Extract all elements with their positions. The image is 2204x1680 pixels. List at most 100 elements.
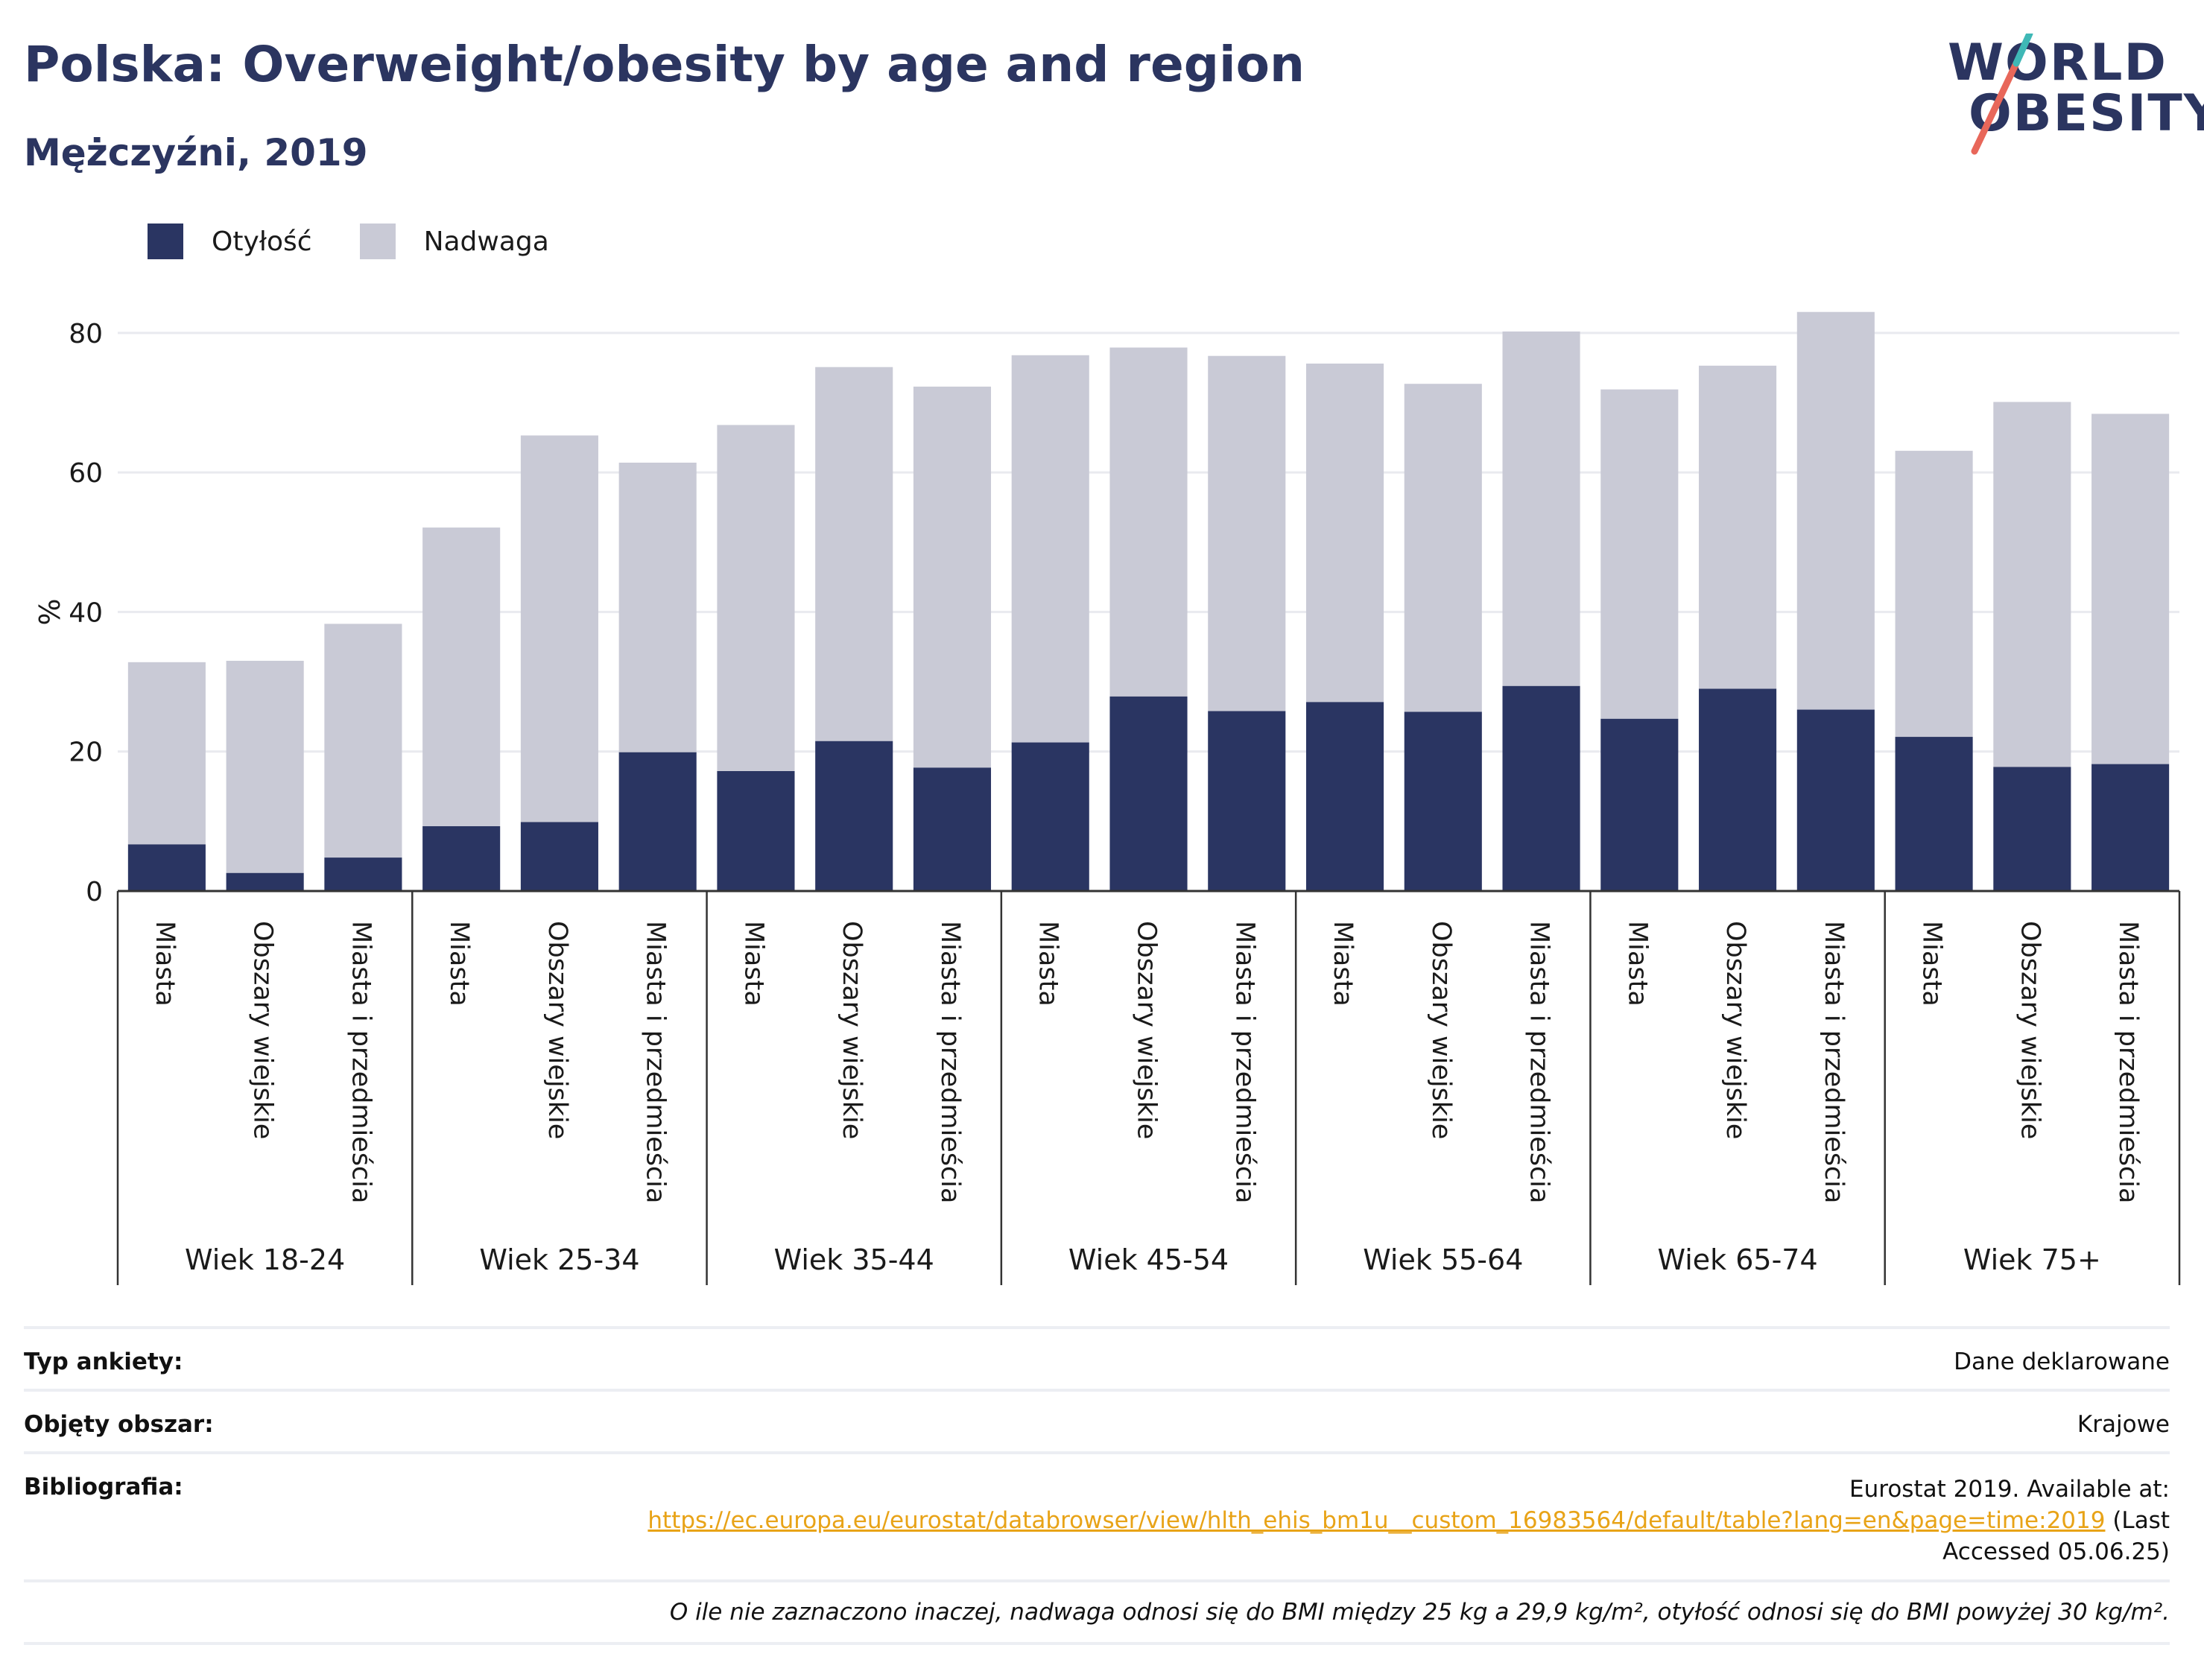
bar-overweight xyxy=(1796,311,1875,710)
bar-obesity xyxy=(1404,711,1482,891)
x-group-label: Wiek 18-24 xyxy=(185,1243,345,1276)
bar-overweight xyxy=(1011,355,1089,743)
bar-obesity xyxy=(618,752,697,891)
bar-overweight xyxy=(226,660,304,873)
logo-line-1: WORLD xyxy=(1948,34,2167,92)
bibliography-line-3: Accessed 05.06.25) xyxy=(1942,1538,2170,1565)
bibliography-value: Eurostat 2019. Available at: https://ec.… xyxy=(647,1454,2170,1579)
bar-overweight xyxy=(324,624,402,858)
legend-label-obesity: Otyłość xyxy=(212,226,312,257)
survey-type-value: Dane deklarowane xyxy=(1954,1348,2170,1375)
bar-obesity xyxy=(1502,685,1580,891)
bar-obesity xyxy=(127,844,206,891)
bar-overweight xyxy=(1699,365,1777,689)
bar-obesity xyxy=(1796,709,1875,891)
legend-swatch-overweight xyxy=(359,224,396,259)
x-category-label: Miasta i przedmieścia xyxy=(346,921,376,1203)
bar-overweight xyxy=(520,435,598,822)
x-category-label: Miasta xyxy=(1622,921,1652,1007)
bar-obesity xyxy=(1699,688,1777,891)
bibliography-link[interactable]: https://ec.europa.eu/eurostat/databrowse… xyxy=(647,1507,2106,1534)
logo-slash-icon xyxy=(1971,34,2033,155)
x-category-label: Obszary wiejskie xyxy=(542,921,572,1139)
legend-swatch-obesity xyxy=(148,224,183,259)
bar-overweight xyxy=(913,386,992,768)
bar-obesity xyxy=(717,770,795,891)
x-category-label: Miasta i przedmieścia xyxy=(1229,921,1259,1203)
chart-legend: Otyłość Nadwaga xyxy=(148,224,597,259)
bar-obesity xyxy=(913,767,992,891)
x-category-label: Obszary wiejskie xyxy=(2015,921,2045,1139)
info-row-bibliography: Bibliografia: Eurostat 2019. Available a… xyxy=(24,1451,2170,1579)
bar-obesity xyxy=(226,872,304,891)
x-group-label: Wiek 25-34 xyxy=(479,1243,639,1276)
bar-obesity xyxy=(1109,696,1188,891)
y-tick-label: 80 xyxy=(69,319,103,349)
info-table: Typ ankiety: Dane deklarowane Objęty obs… xyxy=(24,1326,2170,1645)
bar-obesity xyxy=(422,825,501,891)
logo-line-2: OBESITY xyxy=(1969,84,2204,143)
info-row-coverage: Objęty obszar: Krajowe xyxy=(24,1389,2170,1451)
bar-obesity xyxy=(520,822,598,891)
bibliography-line-2: https://ec.europa.eu/eurostat/databrowse… xyxy=(647,1505,2170,1536)
bar-overweight xyxy=(815,367,893,741)
x-category-label: Miasta xyxy=(150,921,180,1007)
x-category-label: Miasta i przedmieścia xyxy=(1819,921,1849,1203)
bar-overweight xyxy=(1600,389,1679,719)
bibliography-label: Bibliografia: xyxy=(24,1474,183,1500)
bar-obesity xyxy=(1895,737,1973,891)
legend-item-overweight: Nadwaga xyxy=(359,224,549,259)
x-category-label: Miasta i przedmieścia xyxy=(935,921,965,1203)
stacked-bar-chart: 0 20 40 60 80% Miasta Obszary wiejskie Miasta i… xyxy=(34,311,2181,1285)
y-tick-label: 60 xyxy=(69,458,103,489)
info-row-survey-type: Typ ankiety: Dane deklarowane xyxy=(24,1326,2170,1389)
page-subtitle: Mężczyźni, 2019 xyxy=(24,131,368,174)
bar-overweight xyxy=(618,463,697,752)
bar-overweight xyxy=(1895,451,1973,738)
bibliography-line-1: Eurostat 2019. Available at: xyxy=(1849,1476,2170,1503)
bibliography-after-link: (Last xyxy=(2105,1507,2170,1534)
bar-overweight xyxy=(2091,413,2170,764)
x-category-label: Obszary wiejskie xyxy=(1720,921,1750,1139)
bar-overweight xyxy=(1502,331,1580,686)
legend-label-overweight: Nadwaga xyxy=(423,226,549,257)
y-tick-label: 40 xyxy=(69,597,103,628)
x-category-label: Miasta xyxy=(1917,921,1947,1007)
x-category-label: Miasta xyxy=(1033,921,1063,1007)
x-category-label: Miasta i przedmieścia xyxy=(2113,921,2143,1203)
coverage-label: Objęty obszar: xyxy=(24,1411,214,1438)
bar-obesity xyxy=(1993,767,2071,891)
x-category-label: Obszary wiejskie xyxy=(837,921,867,1139)
x-group-label: Wiek 75+ xyxy=(1963,1243,2101,1276)
page-title: Polska: Overweight/obesity by age and re… xyxy=(24,36,1305,93)
bar-obesity xyxy=(1305,702,1384,891)
bar-obesity xyxy=(2091,764,2170,891)
bar-obesity xyxy=(1600,718,1679,891)
x-category-label: Miasta xyxy=(444,921,474,1007)
bar-overweight xyxy=(1109,347,1188,697)
x-category-label: Miasta xyxy=(1328,921,1358,1007)
world-obesity-logo: WORLD OBESITY xyxy=(1937,34,2204,160)
bar-overweight xyxy=(1404,384,1482,712)
bar-overweight xyxy=(422,527,501,826)
x-category-label: Miasta i przedmieścia xyxy=(641,921,671,1203)
x-category-label: Miasta i przedmieścia xyxy=(1524,921,1554,1203)
x-group-label: Wiek 35-44 xyxy=(774,1243,934,1276)
footnote: O ile nie zaznaczono inaczej, nadwaga od… xyxy=(669,1599,2170,1626)
bar-overweight xyxy=(127,662,206,845)
bar-obesity xyxy=(324,858,402,891)
coverage-value: Krajowe xyxy=(2077,1411,2170,1438)
bar-overweight xyxy=(1305,364,1384,703)
y-axis-label: % xyxy=(34,598,66,625)
info-row-footnote: O ile nie zaznaczono inaczej, nadwaga od… xyxy=(24,1579,2170,1645)
y-tick-label: 0 xyxy=(86,877,103,907)
legend-item-obesity: Otyłość xyxy=(148,224,312,259)
x-category-label: Obszary wiejskie xyxy=(1426,921,1456,1139)
x-category-label: Miasta xyxy=(738,921,768,1007)
bar-obesity xyxy=(1011,742,1089,891)
x-group-label: Wiek 45-54 xyxy=(1068,1243,1229,1276)
bar-overweight xyxy=(717,425,795,771)
x-group-label: Wiek 65-74 xyxy=(1657,1243,1817,1276)
bar-overweight xyxy=(1993,402,2071,767)
bar-obesity xyxy=(815,741,893,891)
